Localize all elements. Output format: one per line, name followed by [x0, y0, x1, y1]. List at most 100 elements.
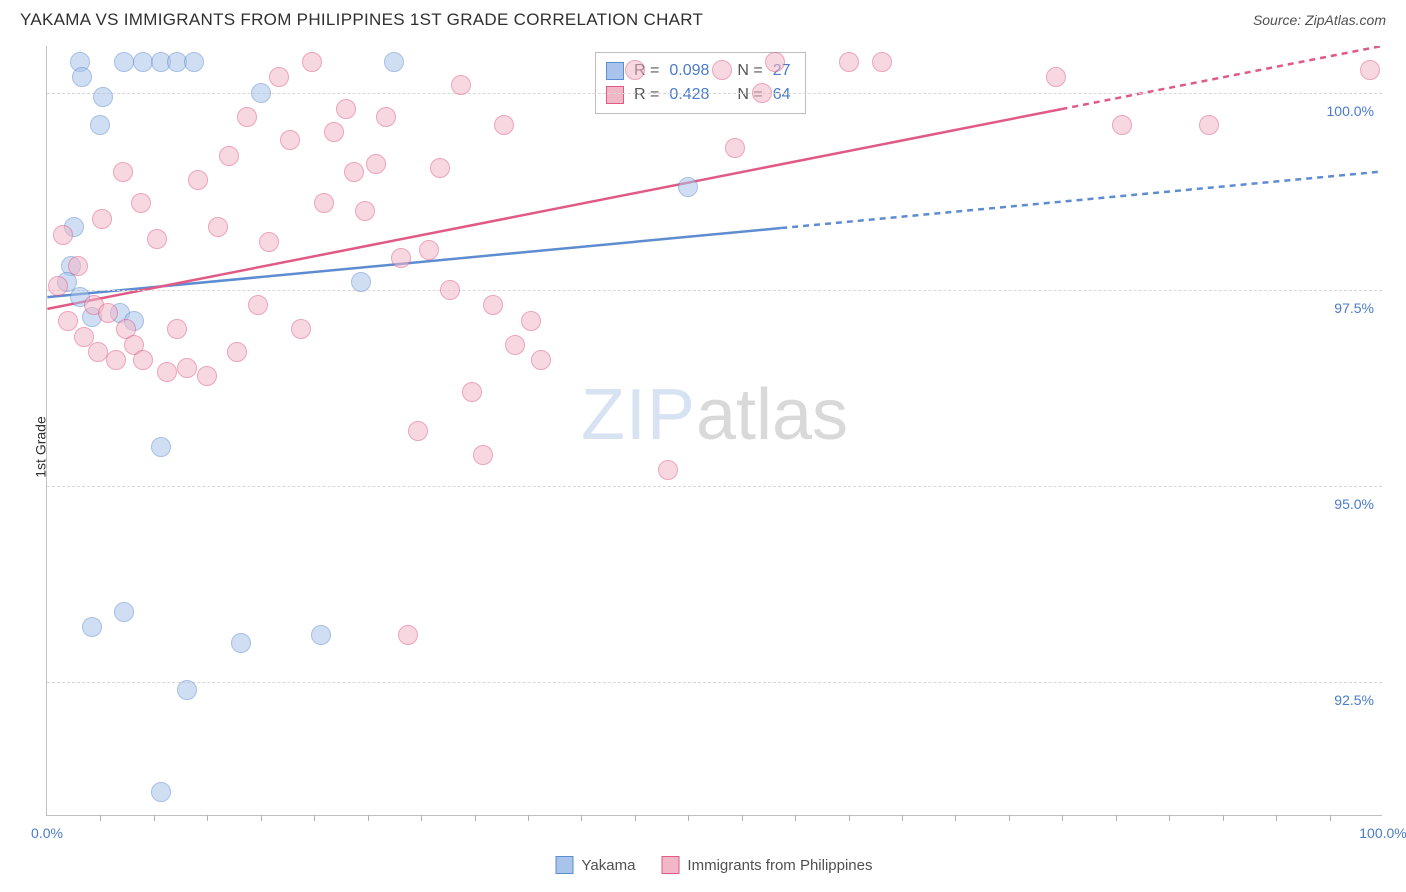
data-point [151, 437, 171, 457]
stat-r-value: 0.098 [669, 59, 709, 83]
data-point [839, 52, 859, 72]
data-point [53, 225, 73, 245]
data-point [269, 67, 289, 87]
data-point [167, 319, 187, 339]
stat-r-label: R = [634, 83, 659, 107]
data-point [408, 421, 428, 441]
data-point [58, 311, 78, 331]
data-point [376, 107, 396, 127]
y-tick-label: 95.0% [1334, 496, 1374, 512]
x-minor-tick [1276, 815, 1277, 821]
data-point [90, 115, 110, 135]
x-minor-tick [421, 815, 422, 821]
data-point [237, 107, 257, 127]
data-point [248, 295, 268, 315]
data-point [208, 217, 228, 237]
x-minor-tick [368, 815, 369, 821]
gridline-h [47, 290, 1382, 291]
data-point [177, 358, 197, 378]
x-minor-tick [154, 815, 155, 821]
bottom-legend: YakamaImmigrants from Philippines [556, 856, 873, 874]
x-minor-tick [528, 815, 529, 821]
data-point [88, 342, 108, 362]
data-point [280, 130, 300, 150]
data-point [197, 366, 217, 386]
chart-title: YAKAMA VS IMMIGRANTS FROM PHILIPPINES 1S… [20, 10, 703, 30]
data-point [82, 617, 102, 637]
watermark-part2: atlas [696, 375, 848, 455]
gridline-h [47, 682, 1382, 683]
x-minor-tick [1223, 815, 1224, 821]
x-minor-tick [261, 815, 262, 821]
trend-line-dashed [1061, 46, 1381, 109]
data-point [324, 122, 344, 142]
data-point [473, 445, 493, 465]
x-minor-tick [1330, 815, 1331, 821]
x-minor-tick [1062, 815, 1063, 821]
data-point [219, 146, 239, 166]
data-point [251, 83, 271, 103]
data-point [765, 52, 785, 72]
data-point [133, 350, 153, 370]
data-point [494, 115, 514, 135]
data-point [398, 625, 418, 645]
data-point [93, 87, 113, 107]
data-point [231, 633, 251, 653]
data-point [355, 201, 375, 221]
data-point [521, 311, 541, 331]
data-point [351, 272, 371, 292]
gridline-h [47, 93, 1382, 94]
x-minor-tick [1009, 815, 1010, 821]
data-point [712, 60, 732, 80]
data-point [451, 75, 471, 95]
data-point [131, 193, 151, 213]
data-point [344, 162, 364, 182]
x-tick-label: 0.0% [31, 825, 63, 841]
data-point [48, 276, 68, 296]
data-point [1199, 115, 1219, 135]
data-point [462, 382, 482, 402]
data-point [725, 138, 745, 158]
data-point [366, 154, 386, 174]
y-tick-label: 97.5% [1334, 300, 1374, 316]
stats-swatch [606, 62, 624, 80]
data-point [658, 460, 678, 480]
x-tick-label: 100.0% [1359, 825, 1406, 841]
data-point [1360, 60, 1380, 80]
data-point [113, 162, 133, 182]
data-point [336, 99, 356, 119]
gridline-h [47, 486, 1382, 487]
data-point [98, 303, 118, 323]
trend-line-dashed [781, 172, 1381, 228]
data-point [678, 177, 698, 197]
stat-r-value: 0.428 [669, 83, 709, 107]
y-tick-label: 100.0% [1327, 103, 1374, 119]
data-point [752, 83, 772, 103]
legend-swatch [556, 856, 574, 874]
data-point [114, 52, 134, 72]
watermark-part1: ZIP [581, 375, 696, 455]
data-point [1112, 115, 1132, 135]
x-minor-tick [100, 815, 101, 821]
data-point [106, 350, 126, 370]
x-minor-tick [314, 815, 315, 821]
data-point [184, 52, 204, 72]
data-point [188, 170, 208, 190]
x-minor-tick [902, 815, 903, 821]
data-point [625, 60, 645, 80]
x-minor-tick [742, 815, 743, 821]
data-point [68, 256, 88, 276]
data-point [391, 248, 411, 268]
data-point [872, 52, 892, 72]
data-point [440, 280, 460, 300]
x-minor-tick [1116, 815, 1117, 821]
stat-n-label: N = [737, 59, 762, 83]
x-minor-tick [1169, 815, 1170, 821]
data-point [259, 232, 279, 252]
data-point [157, 362, 177, 382]
x-minor-tick [955, 815, 956, 821]
source-name: ZipAtlas.com [1305, 12, 1386, 28]
source-attribution: Source: ZipAtlas.com [1253, 12, 1386, 28]
stat-n-value: 64 [773, 83, 791, 107]
data-point [291, 319, 311, 339]
